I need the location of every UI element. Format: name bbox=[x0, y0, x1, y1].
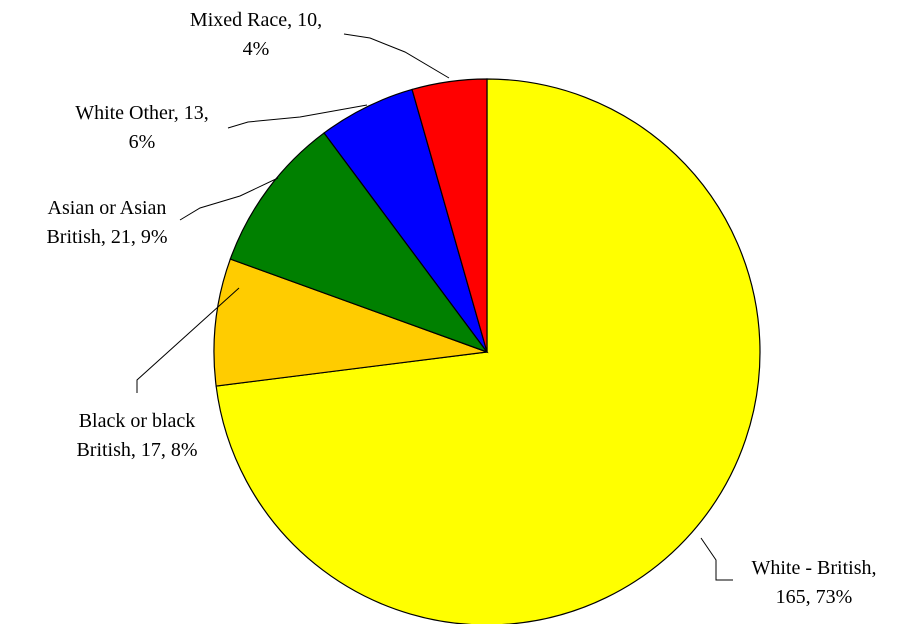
pie-slice-black-or-black-british bbox=[213, 258, 488, 387]
slice-label-line: White Other, 13, bbox=[75, 102, 209, 124]
leader-line bbox=[227, 104, 368, 129]
slice-label: Mixed Race, 10, 4% bbox=[190, 9, 322, 60]
slice-label-line: British, 17, 8% bbox=[76, 439, 197, 461]
leader-line bbox=[343, 33, 450, 79]
leader-line bbox=[136, 287, 240, 393]
slice-label: White - British, 165, 73% bbox=[752, 557, 877, 608]
slice-label-line: Black or black bbox=[79, 410, 196, 432]
pie-slice-white-british bbox=[215, 78, 761, 624]
slice-label-line: 165, 73% bbox=[776, 586, 853, 608]
leader-lines bbox=[136, 33, 733, 581]
slice-label: White Other, 13, 6% bbox=[75, 102, 209, 153]
slice-label-line: Mixed Race, 10, bbox=[190, 9, 322, 31]
pie-slice-asian-or-asian-british bbox=[229, 132, 489, 354]
slice-label: Asian or Asian British, 21, 9% bbox=[46, 197, 167, 248]
leader-line bbox=[179, 177, 279, 221]
slice-labels: White - British, 165, 73% Black or black Br… bbox=[46, 9, 876, 608]
slice-label-line: British, 21, 9% bbox=[46, 226, 167, 248]
slice-label: Black or black British, 17, 8% bbox=[76, 410, 197, 461]
slice-label-line: Asian or Asian bbox=[48, 197, 167, 219]
slice-label-line: 4% bbox=[243, 38, 270, 60]
pie-slices bbox=[213, 78, 761, 624]
leader-line bbox=[700, 537, 733, 581]
slice-label-line: White - British, bbox=[752, 557, 877, 579]
slice-label-line: 6% bbox=[129, 131, 156, 153]
pie-slice-mixed-race bbox=[411, 78, 488, 353]
